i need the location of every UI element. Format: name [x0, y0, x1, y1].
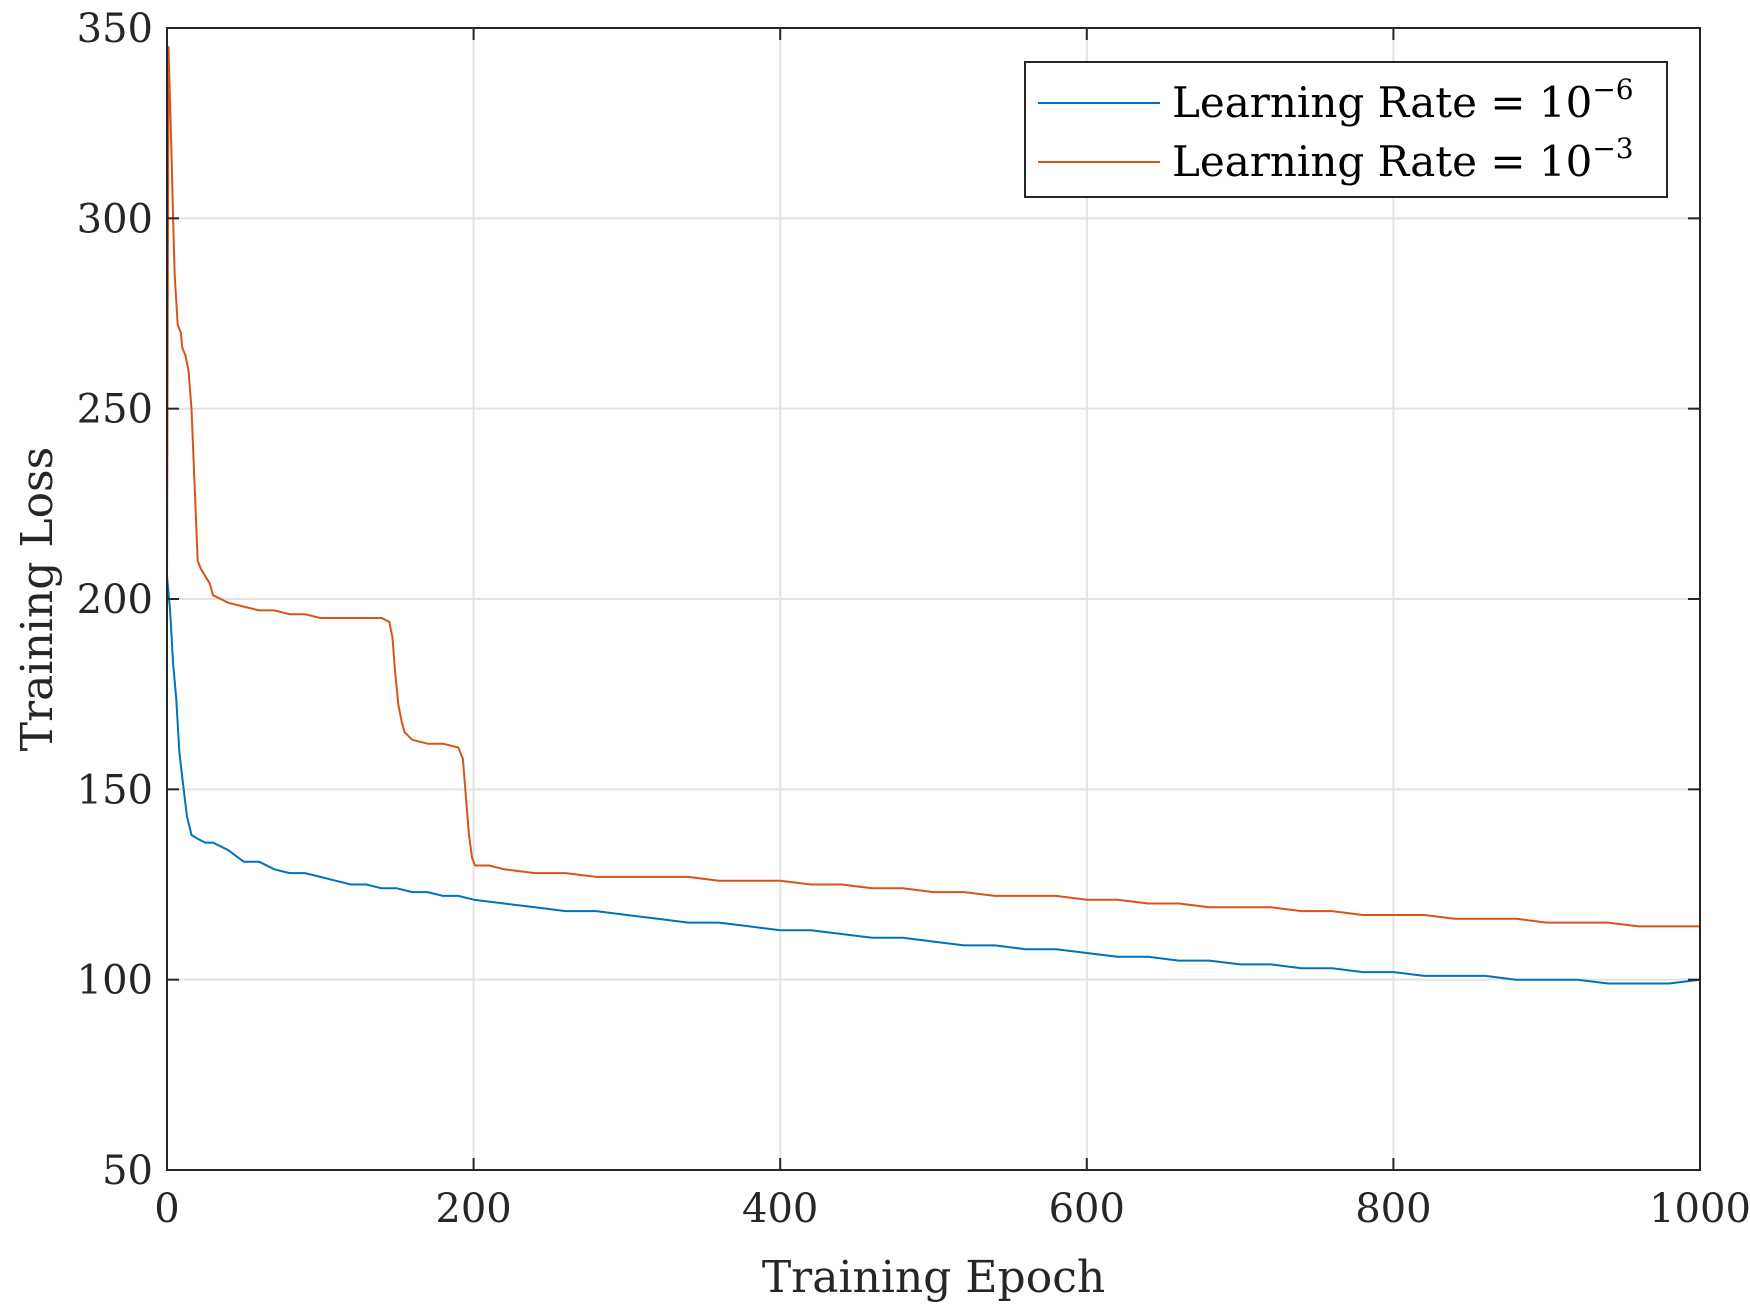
x-tick-label: 400: [742, 1186, 818, 1232]
legend-main-lr-1e-6: Learning Rate = 10: [1172, 78, 1592, 127]
x-tick-label: 800: [1355, 1186, 1431, 1232]
grid-lines: [167, 28, 1700, 1170]
x-axis-label: Training Epoch: [762, 1252, 1105, 1303]
y-tick-label: 250: [77, 387, 153, 433]
y-axis-label: Training Loss: [12, 447, 63, 751]
y-tick-label: 100: [77, 958, 153, 1004]
legend-main-lr-1e-3: Learning Rate = 10: [1172, 137, 1592, 186]
y-tick-label: 300: [77, 196, 153, 242]
legend-exponent-lr-1e-6: −6: [1592, 73, 1633, 106]
series-line-lr-1e-6: [166, 576, 1701, 985]
y-tick-label: 350: [77, 6, 153, 52]
y-tick-label: 200: [77, 577, 153, 623]
legend: Learning Rate = 10−6 Learning Rate = 10−…: [1024, 61, 1668, 198]
y-tick-label: 150: [77, 767, 153, 813]
y-tick-label: 50: [102, 1148, 153, 1194]
series-lines: [166, 46, 1701, 985]
axis-ticks: [166, 27, 1701, 1171]
series-line-lr-1e-3: [166, 46, 1700, 928]
legend-exponent-lr-1e-3: −3: [1592, 132, 1633, 165]
legend-box: [1024, 61, 1668, 198]
x-tick-label: 0: [154, 1186, 179, 1232]
x-tick-label: 1000: [1649, 1186, 1750, 1232]
x-tick-label: 600: [1049, 1186, 1125, 1232]
x-tick-label: 200: [435, 1186, 511, 1232]
legend-entry-lr-1e-3: Learning Rate = 10−3: [1172, 132, 1634, 186]
axis-tick-labels: 0 200 400 600 800 1000 50 100 150 200 250 300 350: [77, 6, 1750, 1232]
legend-entry-lr-1e-6: Learning Rate = 10−6: [1172, 73, 1634, 127]
